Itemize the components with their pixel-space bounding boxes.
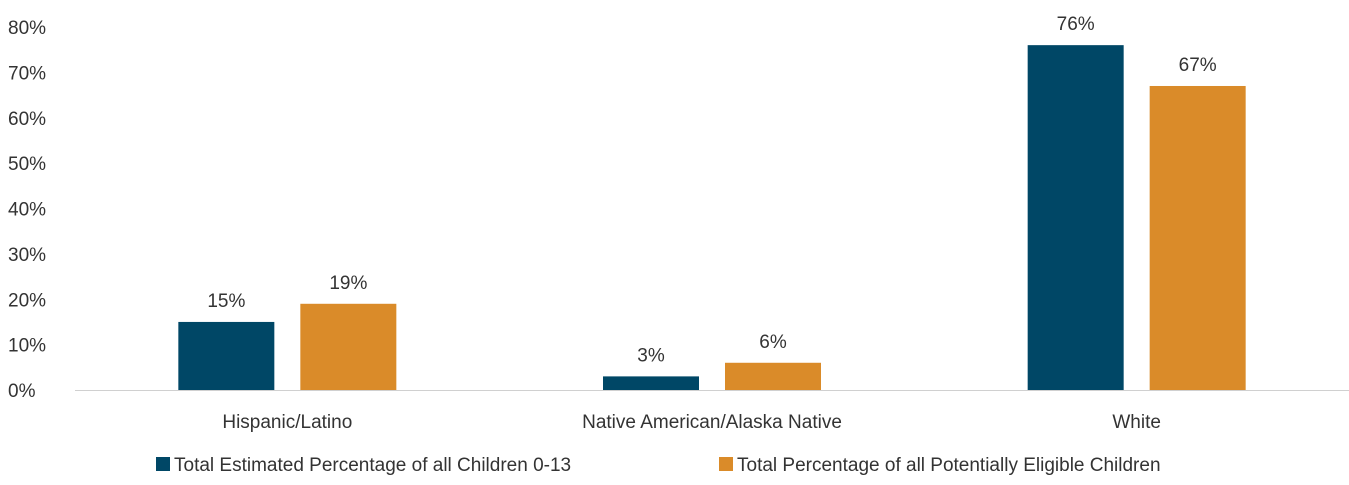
legend-swatch xyxy=(156,457,170,471)
data-label: 76% xyxy=(1057,14,1095,35)
x-axis: Hispanic/Latino Native American/Alaska Na… xyxy=(222,412,1161,433)
data-label: 6% xyxy=(759,332,787,353)
x-tick-label: Hispanic/Latino xyxy=(222,412,352,433)
y-tick-label: 50% xyxy=(8,154,46,175)
data-label: 67% xyxy=(1179,55,1217,76)
data-label: 3% xyxy=(637,345,665,366)
y-tick-label: 40% xyxy=(8,200,46,221)
bar xyxy=(603,376,699,390)
x-tick-label: White xyxy=(1112,412,1161,433)
y-tick-label: 70% xyxy=(8,63,46,84)
data-label: 15% xyxy=(207,291,245,312)
legend-label: Total Percentage of all Potentially Elig… xyxy=(737,455,1161,476)
y-tick-label: 10% xyxy=(8,336,46,357)
bar xyxy=(178,321,275,390)
legend: Total Estimated Percentage of all Childr… xyxy=(156,455,1161,476)
y-axis: 0% 10% 20% 30% 40% 50% 60% 70% 80% xyxy=(8,18,46,402)
bar xyxy=(725,362,821,390)
y-tick-label: 80% xyxy=(8,18,46,39)
bar xyxy=(1149,85,1246,391)
data-label: 19% xyxy=(329,273,367,294)
x-tick-label: Native American/Alaska Native xyxy=(582,412,842,433)
bars: 15% 19% 3% 6% 76% 67% xyxy=(178,14,1246,391)
legend-swatch xyxy=(719,457,733,471)
y-tick-label: 20% xyxy=(8,290,46,311)
y-tick-label: 30% xyxy=(8,245,46,266)
bar xyxy=(300,303,397,390)
legend-label: Total Estimated Percentage of all Childr… xyxy=(174,455,571,476)
bar xyxy=(1027,45,1124,391)
y-tick-label: 0% xyxy=(8,381,36,402)
y-tick-label: 60% xyxy=(8,109,46,130)
